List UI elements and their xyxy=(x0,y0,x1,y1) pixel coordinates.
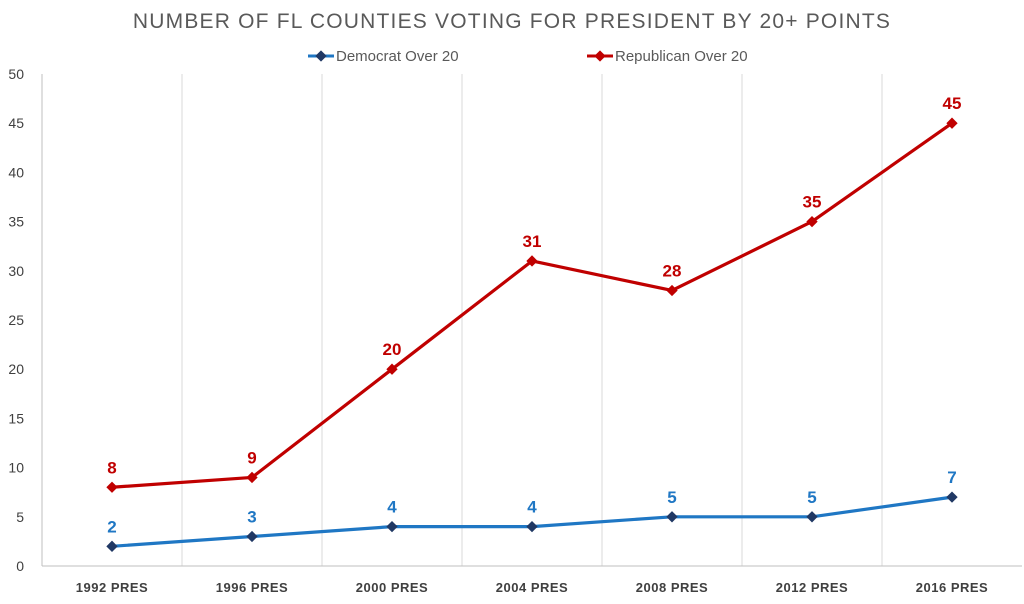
y-tick-label: 20 xyxy=(8,361,24,377)
data-point xyxy=(386,363,398,375)
data-point xyxy=(806,511,818,523)
y-tick-label: 50 xyxy=(8,66,24,82)
data-label: 45 xyxy=(943,94,962,113)
x-tick-label: 1992 PRES xyxy=(76,580,148,595)
data-label: 5 xyxy=(807,488,816,507)
x-tick-label: 2000 PRES xyxy=(356,580,428,595)
y-tick-label: 25 xyxy=(8,312,24,328)
legend-label: Republican Over 20 xyxy=(615,48,748,65)
legend-marker xyxy=(315,50,327,62)
data-label: 28 xyxy=(663,261,682,280)
data-label: 4 xyxy=(527,498,537,517)
x-tick-label: 2004 PRES xyxy=(496,580,568,595)
y-tick-label: 5 xyxy=(16,509,24,525)
data-point xyxy=(666,511,678,523)
y-tick-label: 35 xyxy=(8,214,24,230)
data-label: 5 xyxy=(667,488,676,507)
data-label: 35 xyxy=(803,193,822,212)
y-tick-label: 15 xyxy=(8,410,24,426)
gridlines xyxy=(181,74,883,566)
data-point xyxy=(246,471,258,484)
data-label: 20 xyxy=(383,340,402,359)
data-point xyxy=(246,530,258,543)
legend-item: Democrat Over 20 xyxy=(308,48,459,65)
x-axis-ticks: 1992 PRES 1996 PRES 2000 PRES 2004 PRES 2008… xyxy=(76,580,988,595)
x-tick-label: 2012 PRES xyxy=(776,580,848,595)
x-tick-label: 2016 PRES xyxy=(916,580,988,595)
data-label: 7 xyxy=(947,468,956,487)
series-democrat-over-20: 2 3 4 4 5 5 7 xyxy=(106,468,958,552)
y-axis-ticks: 0 5 10 15 20 25 30 35 40 45 50 xyxy=(8,66,24,574)
data-point xyxy=(526,520,538,533)
y-tick-label: 10 xyxy=(8,460,24,476)
x-tick-label: 1996 PRES xyxy=(216,580,288,595)
data-point xyxy=(106,481,118,493)
y-tick-label: 40 xyxy=(8,164,24,180)
legend-item: Republican Over 20 xyxy=(587,48,748,65)
legend: Democrat Over 20 Republican Over 20 xyxy=(308,48,748,65)
x-tick-label: 2008 PRES xyxy=(636,580,708,595)
y-tick-label: 45 xyxy=(8,115,24,131)
data-label: 3 xyxy=(247,507,256,526)
series-republican-over-20: 8 9 20 31 28 35 45 xyxy=(106,94,961,493)
legend-label: Democrat Over 20 xyxy=(336,48,459,65)
legend-marker xyxy=(594,50,606,62)
data-label: 4 xyxy=(387,498,397,517)
data-point xyxy=(526,255,538,267)
y-tick-label: 0 xyxy=(16,558,24,574)
y-tick-label: 30 xyxy=(8,263,24,279)
data-label: 2 xyxy=(107,517,116,536)
series-line xyxy=(111,121,953,489)
data-label: 8 xyxy=(107,458,116,477)
data-label: 9 xyxy=(247,448,256,467)
data-point xyxy=(386,520,398,533)
axes xyxy=(41,74,1022,567)
data-point xyxy=(666,284,678,297)
chart-title: NUMBER OF FL COUNTIES VOTING FOR PRESIDE… xyxy=(133,10,891,33)
data-point xyxy=(806,215,818,228)
data-point xyxy=(106,540,118,552)
data-point xyxy=(946,491,958,503)
data-label: 31 xyxy=(523,232,542,251)
